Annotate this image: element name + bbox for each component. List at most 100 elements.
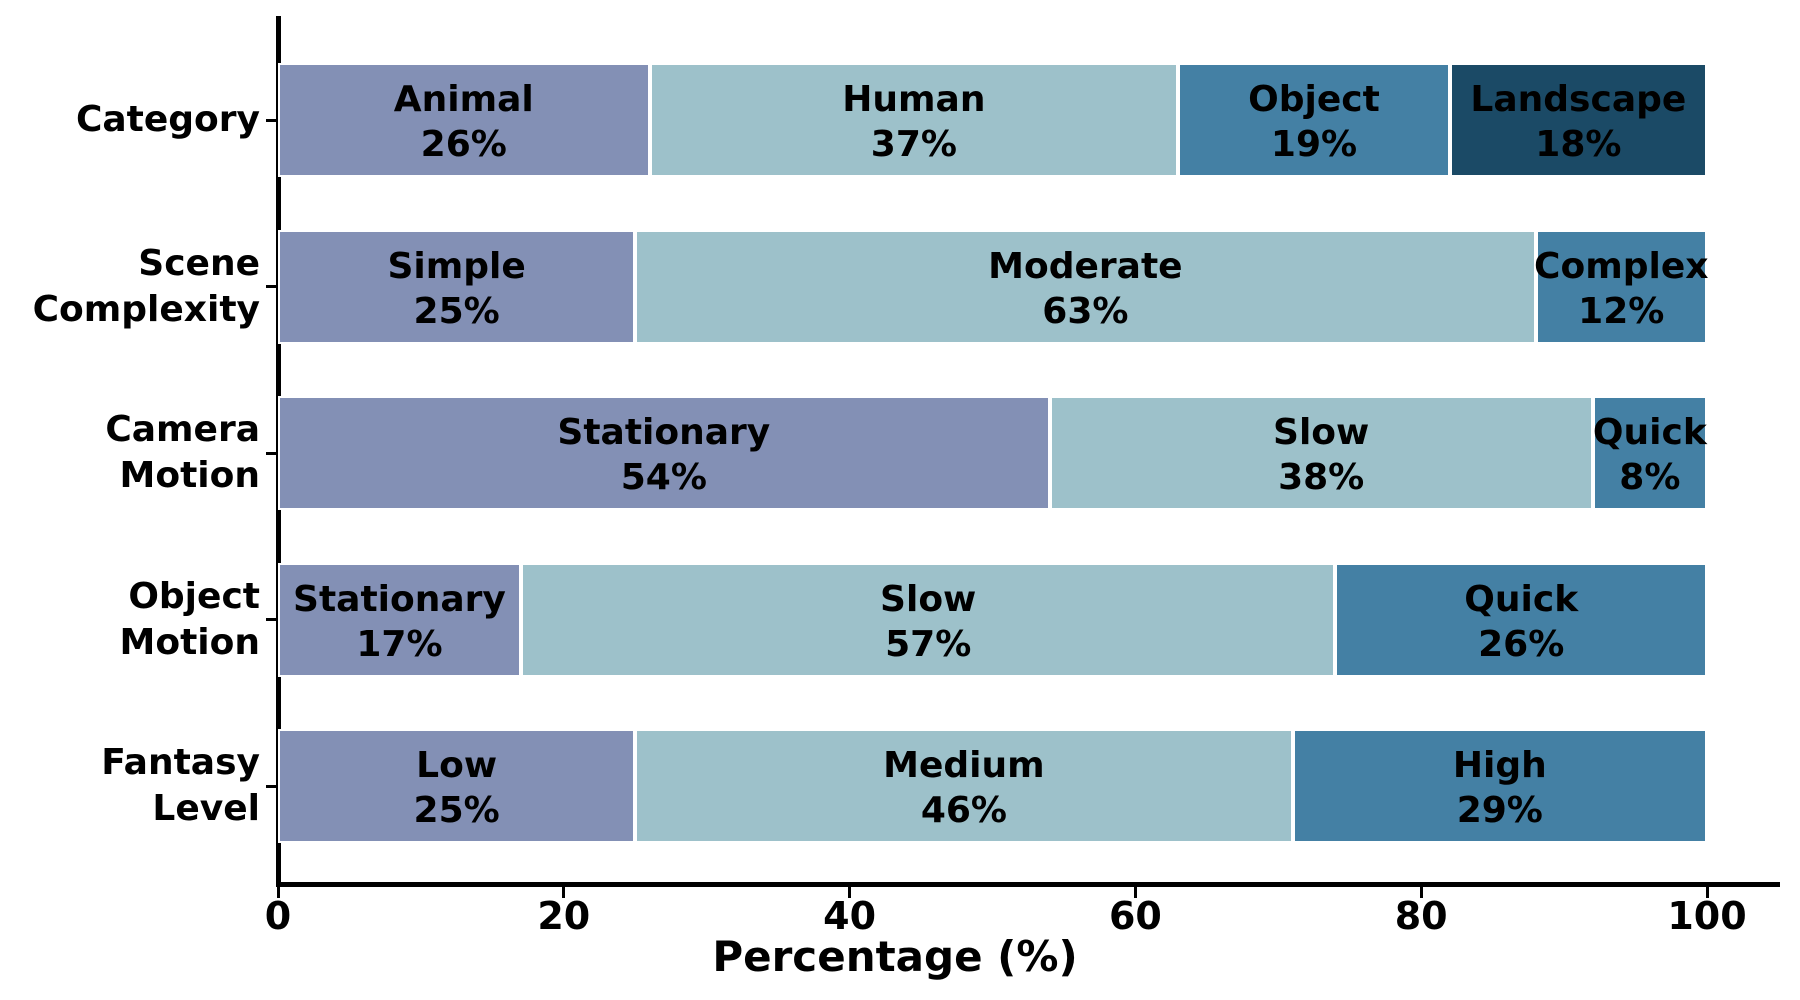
segment-label: Low 25% (280, 731, 633, 845)
bar-segment-stationary: Stationary 17% (278, 562, 521, 679)
segment-value: 8% (1619, 457, 1681, 498)
segment-label: Stationary 17% (280, 565, 519, 679)
x-tick-label-100: 100 (1667, 894, 1747, 938)
segment-label: Stationary 54% (280, 398, 1048, 512)
y-axis-label-line: Complexity (32, 288, 260, 330)
segment-label: Animal 26% (280, 65, 648, 179)
x-tick-label-60: 60 (1108, 894, 1162, 938)
segment-name: Simple (387, 245, 526, 287)
bar-segment-low: Low 25% (278, 729, 636, 845)
x-tick (848, 887, 852, 898)
segment-label: Quick 8% (1592, 398, 1707, 512)
segment-label: High 29% (1295, 731, 1705, 845)
bar-segment-high: High 29% (1292, 729, 1707, 845)
y-axis-label-category: Category (0, 63, 260, 177)
segment-value: 38% (1278, 457, 1365, 498)
segment-label: Slow 38% (1052, 398, 1591, 512)
segment-label: Object 19% (1180, 65, 1448, 179)
segment-value: 46% (920, 790, 1007, 831)
x-tick-label-80: 80 (1394, 894, 1448, 938)
segment-name: Animal (393, 79, 534, 120)
segment-label: Complex 12% (1534, 232, 1708, 346)
y-axis-label-line: Object (128, 575, 260, 617)
y-axis-label-line: Motion (119, 455, 260, 496)
segment-name: Quick (1592, 412, 1707, 453)
y-axis-label-fantasy-level: Fantasy Level (0, 729, 260, 843)
segment-label: Quick 26% (1337, 565, 1705, 679)
bar-segment-animal: Animal 26% (278, 63, 650, 177)
y-axis-label-line: Level (152, 788, 260, 829)
y-axis-label-line: Fantasy (101, 742, 260, 783)
segment-value: 26% (420, 124, 507, 165)
y-axis-label-camera-motion: Camera Motion (0, 396, 260, 510)
y-tick (266, 285, 276, 288)
y-axis-label-line: Camera (105, 409, 260, 450)
segment-label: Slow 57% (523, 565, 1334, 679)
segment-name: Complex (1534, 245, 1709, 287)
x-axis-title: Percentage (%) (712, 932, 1078, 981)
x-tick (1133, 887, 1137, 898)
segment-name: Medium (883, 745, 1045, 786)
x-tick (1419, 887, 1423, 898)
segment-value: 18% (1535, 124, 1622, 165)
y-axis-label-line: Category (75, 99, 260, 140)
bar-segment-medium: Medium 46% (635, 729, 1293, 845)
bar-segment-landscape: Landscape 18% (1449, 63, 1707, 177)
segment-value: 25% (413, 790, 500, 831)
segment-value: 19% (1270, 124, 1358, 165)
segment-value: 12% (1578, 290, 1665, 332)
bar-segment-complex: Complex 12% (1534, 229, 1708, 346)
segment-name: Human (842, 79, 986, 120)
segment-label: Medium 46% (637, 731, 1290, 845)
segment-name: Stationary (557, 412, 771, 453)
y-tick (266, 118, 276, 122)
x-tick (562, 887, 566, 898)
segment-value: 25% (413, 290, 500, 332)
bar-row-fantasy-level: Low 25% Medium 46% High 29% (278, 729, 1778, 843)
segment-value: 63% (1042, 290, 1129, 332)
segment-name: Slow (1273, 412, 1370, 453)
x-tick-label-0: 0 (264, 894, 292, 938)
bar-row-category: Animal 26% Human 37% Object 19% Landscape 18% (278, 63, 1778, 177)
segment-name: Object (1248, 79, 1380, 120)
x-tick (1705, 887, 1709, 898)
segment-value: 54% (620, 457, 707, 498)
bar-row-camera-motion: Stationary 54% Slow 38% Quick 8% (278, 396, 1778, 510)
y-tick (266, 618, 276, 621)
bar-segment-moderate: Moderate 63% (635, 229, 1536, 346)
x-axis-spine (276, 882, 1780, 887)
segment-name: Landscape (1470, 79, 1687, 120)
bar-segment-quick: Quick 26% (1335, 562, 1707, 679)
bar-segment-stationary: Stationary 54% (278, 396, 1050, 510)
bar-segment-human: Human 37% (649, 63, 1179, 179)
y-axis-label-line: Scene (138, 242, 260, 284)
bar-row-scene-complexity: Simple 25% Moderate 63% Complex 12% (278, 229, 1778, 346)
y-tick (266, 451, 276, 455)
segment-name: Low (416, 745, 498, 786)
x-tick-label-20: 20 (537, 894, 591, 938)
y-axis-label-object-motion: Object Motion (0, 563, 260, 677)
y-axis-label-scene-complexity: Scene Complexity (0, 230, 260, 344)
segment-name: High (1452, 745, 1547, 786)
segment-label: Simple 25% (280, 232, 633, 346)
segment-value: 37% (870, 124, 957, 165)
segment-name: Moderate (988, 245, 1183, 287)
bar-segment-simple: Simple 25% (278, 229, 636, 346)
y-tick (266, 784, 276, 788)
segment-name: Quick (1464, 578, 1579, 620)
segment-value: 29% (1456, 790, 1543, 831)
segment-label: Human 37% (652, 65, 1177, 179)
segment-name: Stationary (293, 578, 506, 620)
bar-segment-object: Object 19% (1178, 63, 1450, 177)
x-tick-label-40: 40 (823, 894, 877, 938)
segment-name: Slow (880, 578, 977, 620)
bar-row-object-motion: Stationary 17% Slow 57% Quick 26% (278, 562, 1778, 679)
bar-segment-slow: Slow 57% (520, 562, 1336, 679)
y-axis-label-line: Motion (119, 621, 260, 663)
x-tick (276, 887, 280, 898)
segment-value: 17% (356, 623, 443, 665)
segment-value: 57% (885, 623, 972, 665)
bar-segment-slow: Slow 38% (1049, 396, 1593, 512)
segment-label: Moderate 63% (637, 232, 1533, 346)
